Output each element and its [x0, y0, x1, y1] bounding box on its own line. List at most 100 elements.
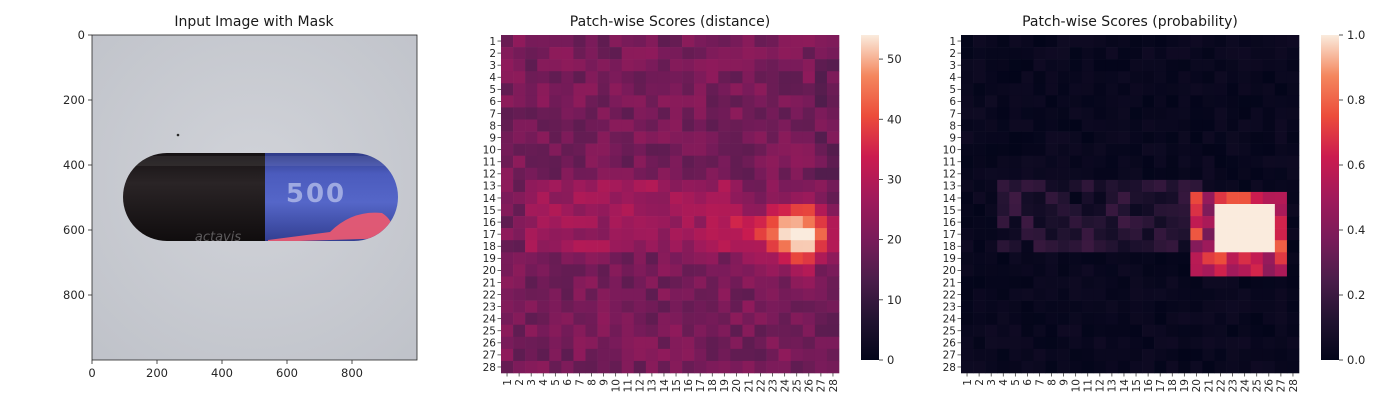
heatmap-cell	[670, 216, 683, 229]
heatmap-cell	[1021, 276, 1034, 289]
heatmap-cell	[1202, 119, 1215, 132]
heatmap-cell	[1286, 107, 1300, 120]
heatmap-cell	[1238, 300, 1252, 313]
heatmap-cell	[973, 131, 986, 144]
heatmap-cell	[537, 95, 550, 108]
heatmap-cell	[1262, 35, 1276, 48]
heatmap-cell	[1130, 35, 1143, 48]
heatmap-cell	[549, 348, 562, 362]
heatmap-cell	[633, 204, 647, 217]
heatmap-cell	[1021, 167, 1034, 181]
heatmap-cell	[1262, 107, 1276, 120]
heatmap-cell	[525, 83, 538, 96]
heatmap-cell	[1081, 119, 1095, 132]
heatmap-cell	[694, 95, 707, 108]
row-label: 19	[943, 253, 956, 265]
heatmap-cell	[1033, 336, 1046, 350]
heatmap-cell	[585, 336, 598, 350]
heatmap-cell	[985, 204, 998, 217]
heatmap-cell	[1226, 71, 1239, 84]
heatmap-cell	[585, 35, 598, 48]
probability-heatmap	[961, 35, 1300, 374]
heatmap-cell	[742, 155, 755, 169]
heatmap-cell	[766, 348, 779, 362]
heatmap-cell	[1190, 119, 1203, 132]
heatmap-cell	[1081, 155, 1095, 169]
heatmap-cell	[826, 155, 840, 169]
heatmap-cell	[1226, 131, 1239, 144]
heatmap-cell	[1250, 300, 1264, 313]
heatmap-cell	[1274, 47, 1288, 60]
heatmap-cell	[682, 191, 695, 205]
heatmap-cell	[742, 336, 755, 350]
heatmap-cell	[973, 336, 986, 350]
heatmap-cell	[1238, 71, 1252, 84]
heatmap-cell	[633, 71, 647, 84]
heatmap-cell	[766, 83, 779, 96]
heatmap-cell	[1178, 360, 1191, 374]
heatmap-cell	[1262, 360, 1276, 374]
heatmap-cell	[549, 216, 562, 229]
heatmap-cell	[1154, 119, 1167, 132]
heatmap-cell	[706, 59, 719, 72]
heatmap-cell	[501, 59, 514, 72]
heatmap-cell	[826, 131, 840, 144]
heatmap-cell	[597, 288, 610, 301]
heatmap-cell	[790, 191, 804, 205]
heatmap-cell	[814, 240, 828, 253]
heatmap-cell	[766, 167, 779, 181]
heatmap-cell	[1142, 83, 1155, 96]
row-label: 16	[943, 217, 957, 229]
distance-heatmap	[501, 35, 840, 374]
row-label: 14	[943, 193, 957, 205]
heatmap-cell	[766, 143, 779, 157]
heatmap-cell	[1045, 95, 1058, 108]
col-label: 17	[1155, 379, 1167, 392]
col-label: 25	[792, 379, 804, 392]
heatmap-cell	[1045, 155, 1058, 169]
heatmap-cell	[670, 276, 683, 289]
heatmap-cell	[718, 35, 731, 48]
heatmap-cell	[1250, 240, 1264, 253]
heatmap-cell	[1214, 324, 1227, 338]
heatmap-cell	[1045, 264, 1058, 277]
heatmap-cell	[802, 348, 816, 362]
heatmap-cell	[1286, 204, 1300, 217]
heatmap-cell	[1262, 276, 1276, 289]
heatmap-cell	[1093, 71, 1107, 84]
heatmap-cell	[549, 59, 562, 72]
heatmap-cell	[573, 47, 586, 60]
heatmap-cell	[1142, 264, 1155, 277]
heatmap-cell	[778, 131, 792, 144]
heatmap-cell	[742, 216, 755, 229]
heatmap-cell	[621, 324, 635, 338]
heatmap-cell	[754, 131, 767, 144]
heatmap-cell	[766, 276, 779, 289]
heatmap-cell	[501, 95, 514, 108]
heatmap-cell	[1117, 95, 1131, 108]
row-label: 5	[949, 84, 956, 96]
heatmap-cell	[609, 59, 623, 72]
heatmap-cell	[609, 191, 623, 205]
heatmap-cell	[525, 71, 538, 84]
heatmap-cell	[537, 228, 550, 241]
heatmap-cell	[826, 264, 840, 277]
heatmap-cell	[513, 59, 526, 72]
heatmap-cell	[1130, 191, 1143, 205]
heatmap-cell	[718, 252, 731, 265]
heatmap-cell	[1021, 119, 1034, 132]
heatmap-cell	[694, 252, 707, 265]
heatmap-cell	[525, 348, 538, 362]
heatmap-cell	[802, 288, 816, 301]
heatmap-cell	[1009, 47, 1022, 60]
row-label: 18	[483, 241, 496, 253]
heatmap-cell	[730, 95, 743, 108]
heatmap-cell	[706, 336, 719, 350]
heatmap-cell	[537, 276, 550, 289]
heatmap-cell	[1178, 348, 1191, 362]
heatmap-cell	[1178, 216, 1191, 229]
col-label: 22	[755, 379, 767, 392]
heatmap-cell	[1214, 276, 1227, 289]
heatmap-cell	[513, 47, 526, 60]
heatmap-cell	[694, 71, 707, 84]
